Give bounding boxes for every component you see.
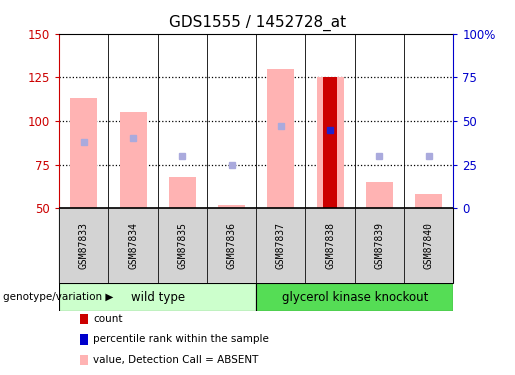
Text: GDS1555 / 1452728_at: GDS1555 / 1452728_at (169, 15, 346, 31)
Text: genotype/variation ▶: genotype/variation ▶ (3, 292, 113, 302)
Bar (305, 208, 355, 283)
Text: percentile rank within the sample: percentile rank within the sample (93, 334, 269, 344)
Bar (256, 208, 305, 283)
Text: count: count (93, 314, 123, 324)
Bar (207, 208, 256, 283)
Text: GSM87833: GSM87833 (79, 222, 89, 269)
Text: GSM87834: GSM87834 (128, 222, 138, 269)
Text: GSM87839: GSM87839 (374, 222, 384, 269)
Text: GSM87836: GSM87836 (227, 222, 236, 269)
Text: value, Detection Call = ABSENT: value, Detection Call = ABSENT (93, 355, 259, 365)
Text: GSM87837: GSM87837 (276, 222, 286, 269)
Bar (404, 208, 453, 283)
Bar (71, 98, 97, 208)
Bar (169, 177, 196, 208)
Text: glycerol kinase knockout: glycerol kinase knockout (282, 291, 428, 304)
Bar (267, 69, 295, 208)
Bar (323, 77, 337, 208)
Text: GSM87840: GSM87840 (423, 222, 434, 269)
Bar (109, 208, 158, 283)
Bar (158, 208, 207, 283)
Bar (256, 283, 453, 311)
Bar (355, 208, 404, 283)
Bar (59, 208, 109, 283)
Text: GSM87838: GSM87838 (325, 222, 335, 269)
Bar (317, 77, 344, 208)
Bar (59, 283, 256, 311)
Bar (218, 205, 245, 208)
Bar (119, 112, 147, 208)
Text: GSM87835: GSM87835 (177, 222, 187, 269)
Text: wild type: wild type (131, 291, 185, 304)
Bar (415, 194, 442, 208)
Bar (366, 182, 393, 208)
